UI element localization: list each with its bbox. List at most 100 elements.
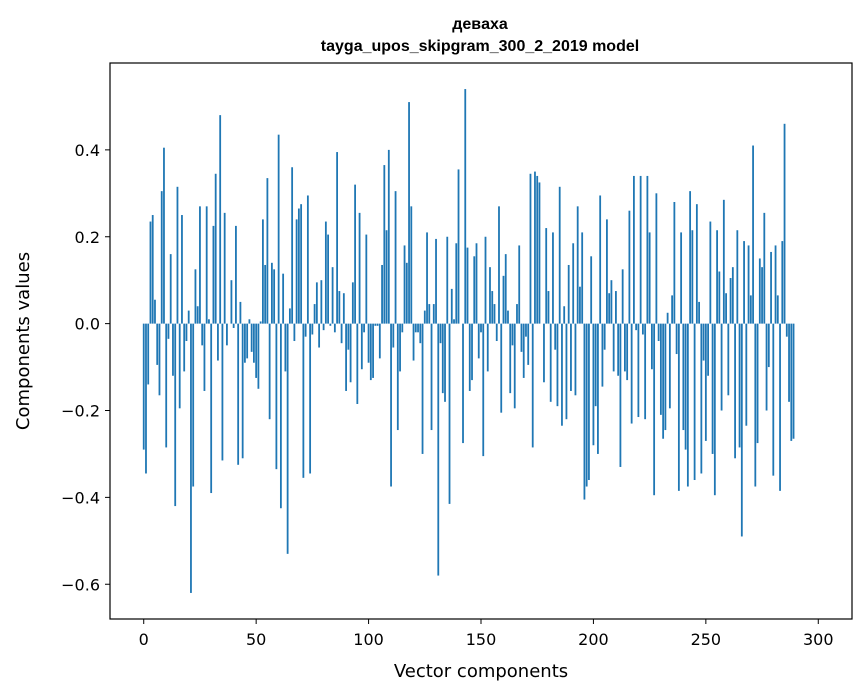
- bar: [246, 323, 249, 359]
- x-tick-label: 100: [353, 630, 384, 649]
- x-tick-label: 50: [246, 630, 266, 649]
- bar: [203, 323, 206, 391]
- bar: [729, 278, 732, 324]
- bar: [624, 323, 626, 372]
- bar: [214, 173, 217, 324]
- bar: [552, 232, 554, 324]
- bar: [345, 323, 347, 391]
- bar: [448, 323, 451, 504]
- bar: [293, 323, 296, 342]
- bar: [196, 306, 199, 324]
- bar: [340, 323, 343, 344]
- bar: [408, 102, 410, 324]
- bar: [444, 323, 446, 402]
- bar: [172, 323, 174, 376]
- bar: [165, 323, 168, 448]
- bar: [401, 323, 404, 333]
- bar: [297, 208, 300, 324]
- bar: [527, 323, 530, 365]
- chart-subtitle: tayga_upos_skipgram_300_2_2019 model: [321, 38, 639, 55]
- bar: [237, 323, 240, 465]
- bar: [513, 323, 516, 409]
- bar: [498, 206, 500, 324]
- bar: [244, 323, 246, 363]
- bar: [235, 225, 237, 324]
- bar: [248, 319, 251, 324]
- bar: [486, 323, 489, 372]
- bar: [322, 323, 325, 331]
- bar: [491, 291, 494, 324]
- bar: [441, 323, 444, 394]
- bar: [572, 243, 575, 324]
- bar: [774, 245, 777, 324]
- bar: [187, 310, 190, 324]
- bar: [558, 186, 561, 324]
- bar: [142, 323, 145, 450]
- bar: [358, 212, 361, 324]
- bar: [511, 323, 514, 346]
- bar: [327, 234, 329, 324]
- bar: [468, 323, 471, 391]
- bar: [376, 323, 379, 326]
- bar: [758, 258, 761, 324]
- bar: [151, 215, 154, 324]
- bar: [192, 323, 195, 487]
- bar: [174, 323, 177, 507]
- bar: [597, 323, 599, 454]
- bar: [194, 269, 197, 324]
- bar: [668, 323, 671, 409]
- bar: [617, 323, 620, 376]
- y-tick-label: 0.0: [75, 315, 100, 334]
- bar: [291, 167, 294, 324]
- bar: [646, 175, 649, 324]
- bar: [684, 323, 687, 450]
- bar: [430, 323, 433, 431]
- bar: [747, 245, 750, 324]
- bar: [657, 323, 660, 342]
- bar: [581, 232, 584, 324]
- bar: [147, 323, 150, 385]
- bar: [772, 323, 775, 476]
- bar: [158, 323, 161, 396]
- bar: [374, 323, 377, 326]
- bar: [495, 323, 498, 342]
- bar: [333, 323, 336, 333]
- bar: [268, 323, 271, 420]
- bar: [563, 306, 566, 324]
- bar: [606, 219, 608, 324]
- bar: [583, 323, 586, 500]
- bar: [208, 319, 210, 324]
- bar: [347, 323, 350, 350]
- bar: [414, 323, 417, 333]
- bar: [264, 264, 267, 324]
- bar: [477, 323, 480, 359]
- x-tick-label: 200: [578, 630, 609, 649]
- bar: [677, 323, 680, 491]
- x-axis-label: Vector components: [394, 661, 568, 682]
- bar: [403, 245, 406, 324]
- bar: [561, 323, 563, 426]
- bar: [619, 323, 622, 467]
- bar: [304, 323, 307, 337]
- bar: [698, 301, 700, 324]
- bar: [369, 323, 372, 381]
- bar: [767, 323, 770, 368]
- bar: [453, 319, 455, 324]
- bar: [601, 323, 604, 387]
- bar: [576, 206, 579, 324]
- bar: [199, 206, 201, 324]
- bar: [190, 323, 192, 593]
- bar: [628, 210, 631, 324]
- bar: [612, 323, 615, 372]
- bar: [462, 323, 464, 444]
- bar: [671, 295, 674, 324]
- bar: [396, 323, 399, 431]
- bar: [253, 323, 255, 363]
- bar: [387, 149, 390, 324]
- bar: [169, 254, 172, 324]
- bar: [718, 271, 721, 324]
- bar: [167, 323, 170, 339]
- bar: [707, 323, 709, 376]
- bar: [284, 323, 287, 372]
